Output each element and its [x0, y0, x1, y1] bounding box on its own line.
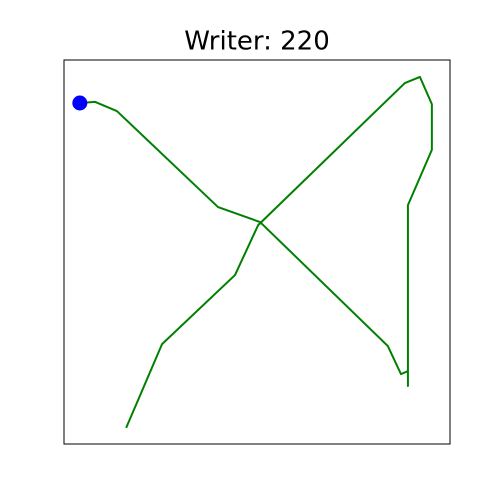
- stroke-line: [79, 75, 433, 429]
- plot-frame: [63, 59, 451, 445]
- chart-title: Writer: 220: [184, 27, 330, 57]
- start-marker: [72, 95, 88, 111]
